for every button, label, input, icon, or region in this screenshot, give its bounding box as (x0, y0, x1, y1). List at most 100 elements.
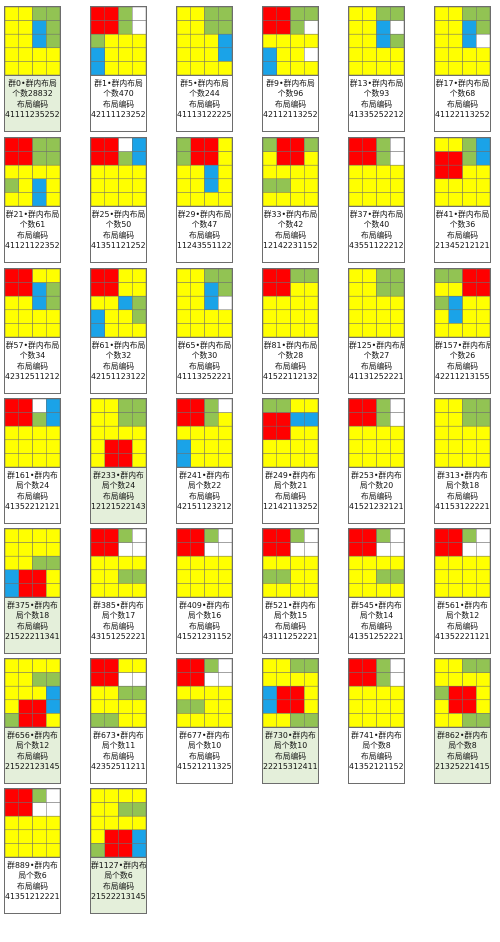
board-cell (362, 659, 377, 673)
board-cell (104, 713, 119, 727)
board-cell (276, 425, 291, 441)
board-cell (91, 439, 105, 454)
caption-line: 布局编码 (16, 491, 49, 501)
board-cell (218, 323, 232, 337)
board-cell (132, 20, 146, 35)
board-cell (91, 713, 105, 727)
caption-line: 布局编码 (446, 361, 479, 371)
board-cell (5, 713, 19, 727)
board-cell (18, 659, 33, 673)
board-cell (190, 178, 205, 193)
board-cell (5, 323, 19, 337)
board-cell (448, 672, 463, 687)
board-cell (362, 412, 377, 427)
board-cell (476, 33, 490, 49)
board-cell (349, 425, 363, 441)
board-cell (462, 151, 477, 166)
board-cell (5, 802, 19, 817)
board-cell (376, 399, 391, 413)
board-cell (276, 7, 291, 21)
board-cell (376, 555, 391, 571)
board-cell (91, 555, 105, 571)
caption-line: 422112131552 (435, 372, 490, 382)
board-cell (448, 659, 463, 673)
board-cell (263, 529, 277, 543)
board-cell (435, 399, 449, 413)
board-cell (177, 47, 191, 62)
board-cell (218, 583, 232, 597)
board-cell (448, 425, 463, 441)
caption-line: 群656•群内布 (7, 731, 58, 740)
board-cell (390, 33, 404, 49)
board-cell (5, 412, 19, 427)
board-cell (32, 282, 47, 297)
board-cell (190, 138, 205, 152)
layout-board (91, 7, 146, 75)
layout-caption: 群233•群内布 局个数24 布局编码 121215221435 (91, 467, 146, 523)
board-cell (132, 309, 146, 324)
layout-card: 群656•群内布 局个数12 布局编码 215221231451 (4, 658, 61, 784)
board-cell (435, 164, 449, 180)
board-cell (190, 439, 205, 454)
board-cell (218, 439, 232, 454)
board-cell (104, 178, 119, 193)
board-cell (118, 439, 133, 454)
board-cell (462, 569, 477, 584)
caption-line: 局个数11 (101, 741, 136, 751)
caption-line: 局个数12 (15, 741, 50, 751)
caption-line: 局个数18 (445, 481, 480, 491)
caption-line: 群233•群内布 (93, 471, 144, 480)
board-cell (91, 569, 105, 584)
board-cell (476, 659, 490, 673)
caption-line: 413512122215 (5, 892, 60, 902)
board-cell (118, 829, 133, 844)
board-cell (376, 269, 391, 283)
board-cell (118, 659, 133, 673)
board-cell (263, 20, 277, 35)
board-cell (132, 659, 146, 673)
caption-line: 群375•群内布 (7, 601, 58, 610)
layout-caption: 群13•群内布局 个数93 布局编码 413352522121 (349, 75, 404, 131)
board-cell (448, 713, 463, 727)
caption-line: 布局编码 (360, 99, 393, 109)
layout-board (263, 659, 318, 727)
board-cell (476, 309, 490, 324)
board-cell (118, 815, 133, 831)
board-cell (132, 412, 146, 427)
board-cell (5, 439, 19, 454)
board-cell (276, 20, 291, 35)
caption-line: 布局编码 (102, 361, 135, 371)
board-cell (390, 295, 404, 311)
board-cell (177, 659, 191, 673)
board-cell (263, 309, 277, 324)
board-cell (304, 425, 318, 441)
board-cell (104, 569, 119, 584)
caption-line: 421511232125 (177, 502, 232, 512)
board-cell (435, 685, 449, 701)
board-cell (32, 659, 47, 673)
board-cell (390, 192, 404, 206)
board-cell (104, 164, 119, 180)
board-cell (448, 412, 463, 427)
board-cell (290, 453, 305, 467)
board-cell (476, 47, 490, 62)
caption-line: 群0•群内布局 (8, 79, 57, 88)
caption-line: 局个数12 (445, 611, 480, 621)
caption-line: 群57•群内布局 (5, 341, 60, 350)
board-cell (104, 439, 119, 454)
caption-line: 411211223525 (5, 241, 60, 251)
board-cell (132, 672, 146, 687)
board-cell (390, 282, 404, 297)
board-cell (290, 47, 305, 62)
board-cell (390, 713, 404, 727)
caption-line: 435511222121 (349, 241, 404, 251)
board-cell (132, 138, 146, 152)
board-cell (304, 439, 318, 454)
caption-line: 群21•群内布局 (5, 210, 60, 219)
board-cell (104, 33, 119, 49)
caption-line: 布局编码 (360, 621, 393, 631)
board-cell (132, 178, 146, 193)
layout-caption: 群125•群内布局 个数27 布局编码 411312522215 (349, 337, 404, 393)
board-cell (204, 453, 219, 467)
board-cell (448, 151, 463, 166)
